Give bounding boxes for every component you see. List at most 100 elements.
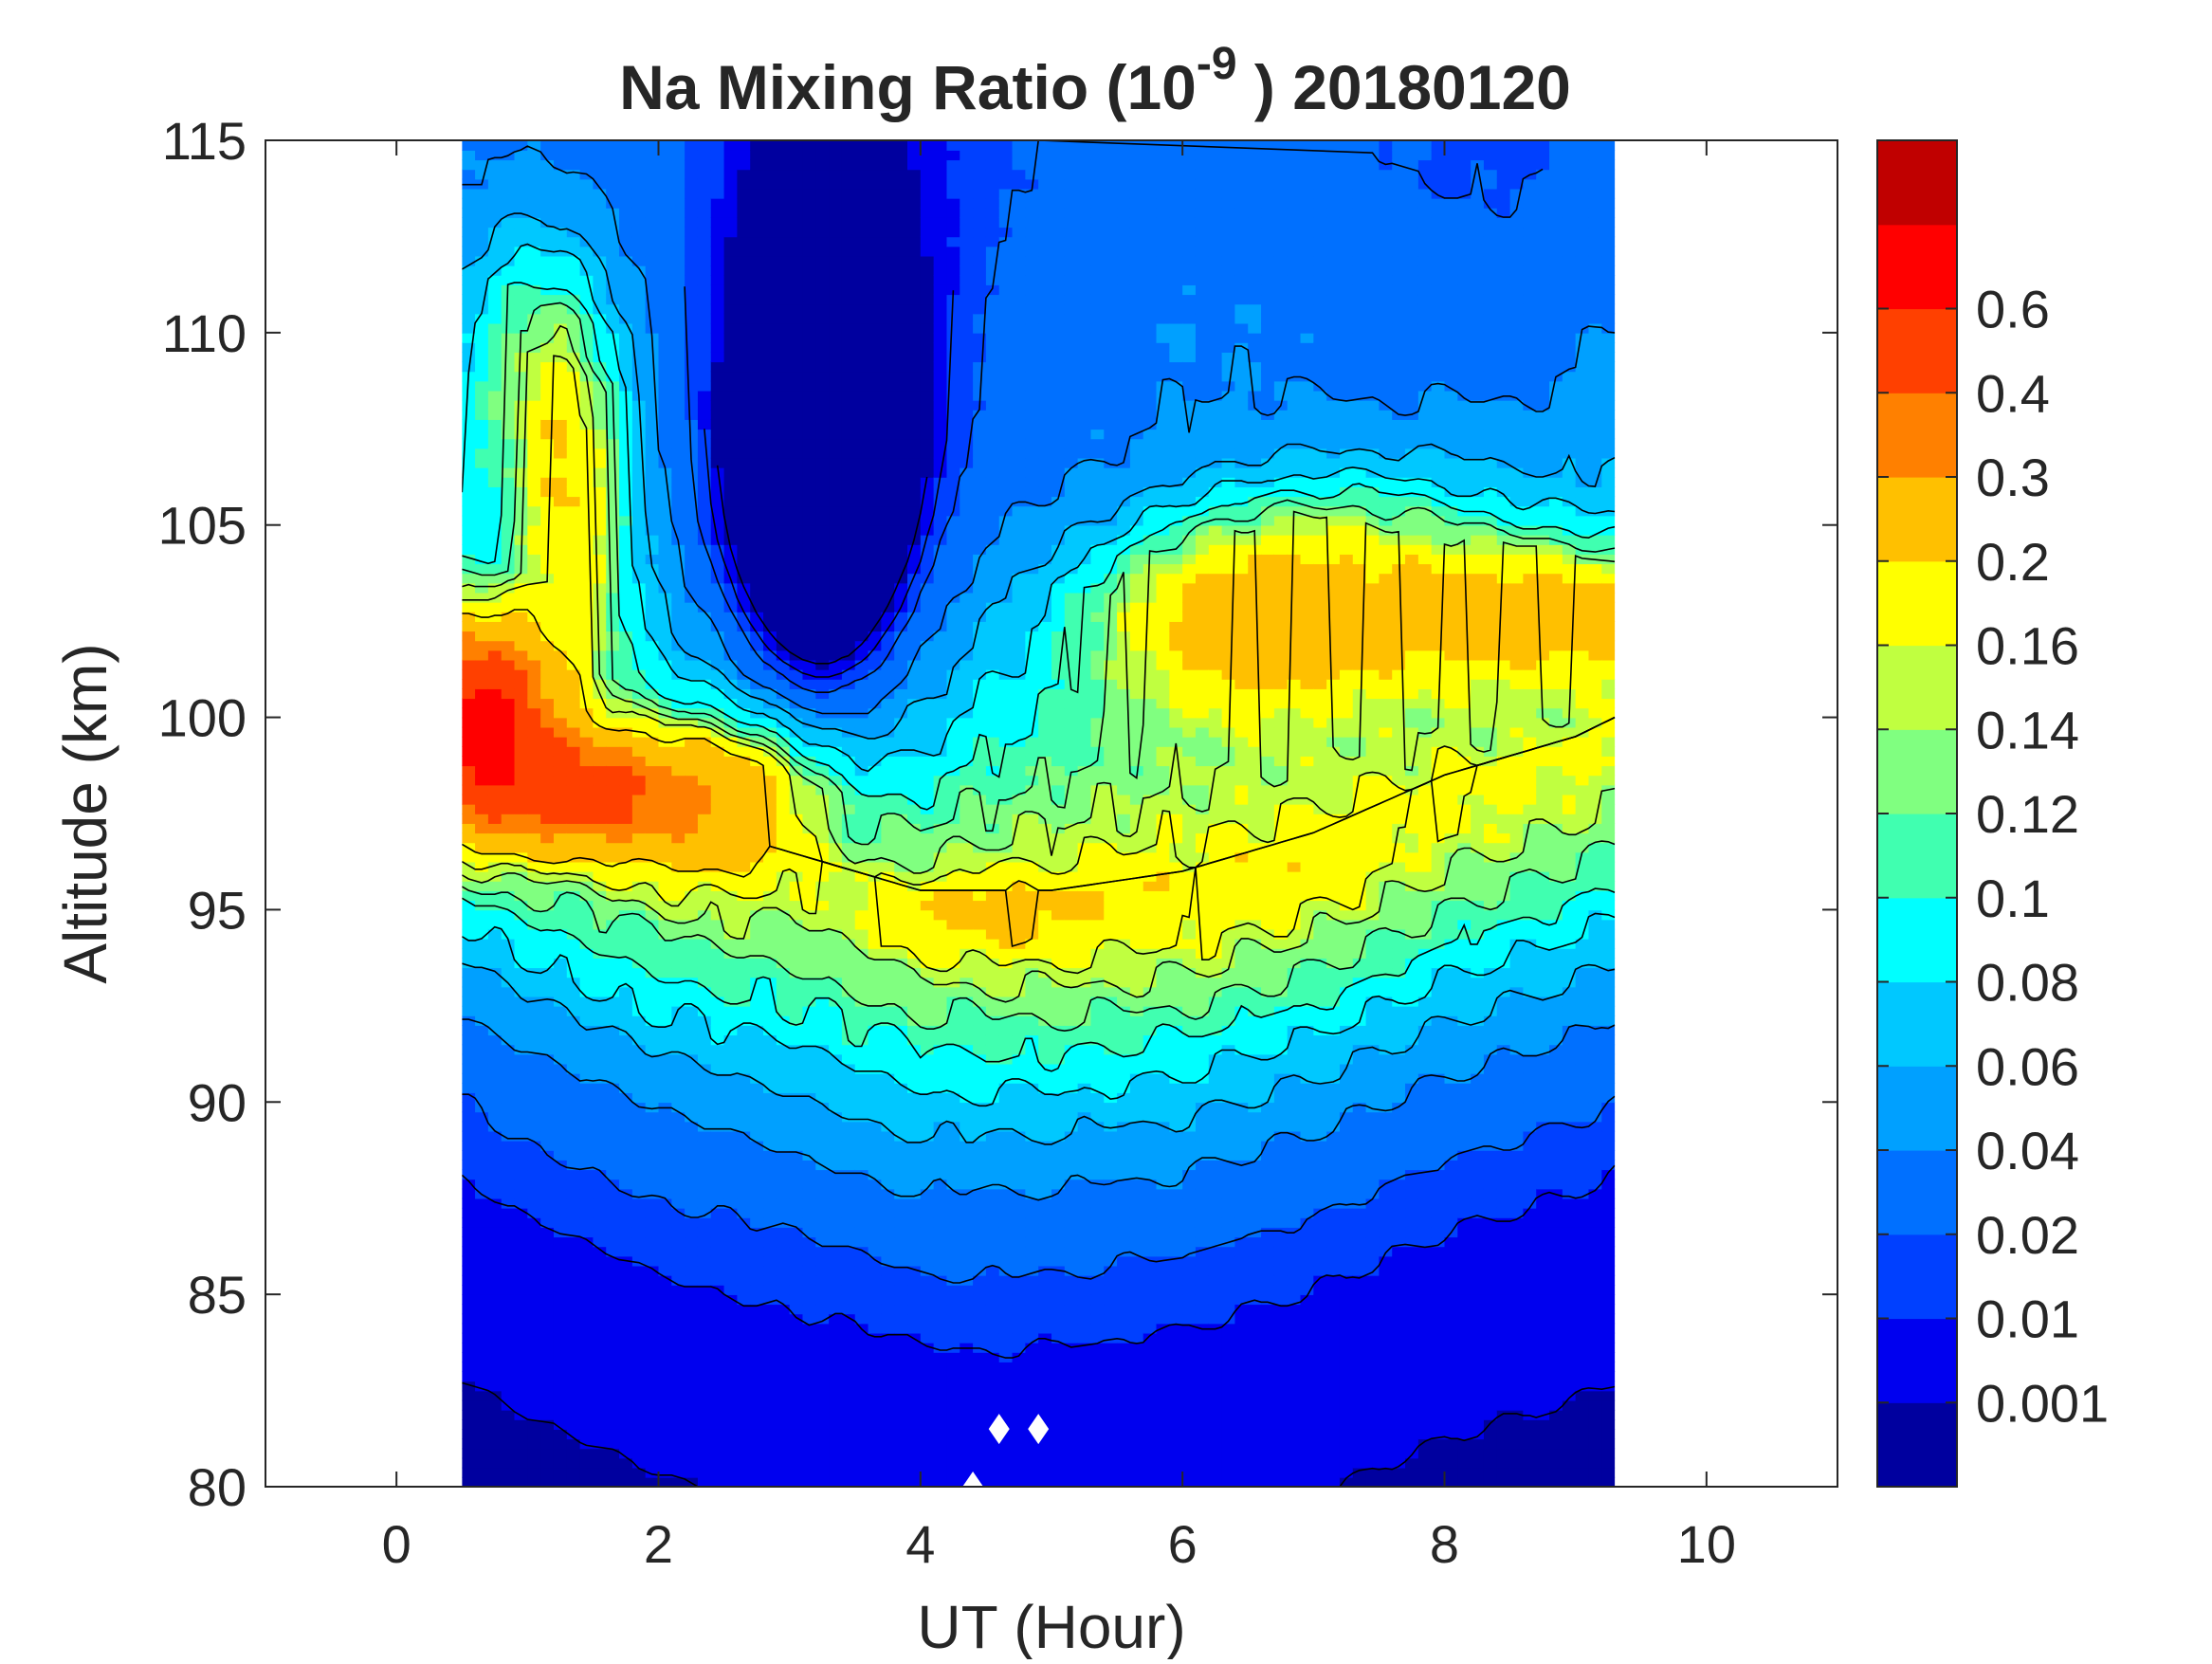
contour-cell (475, 429, 489, 440)
contour-cell (658, 524, 673, 536)
contour-cell (854, 1034, 869, 1046)
contour-cell (553, 592, 568, 603)
contour-cell (763, 303, 777, 315)
contour-cell (501, 1390, 516, 1401)
contour-cell (697, 1323, 712, 1334)
contour-cell (881, 1448, 895, 1459)
contour-cell (658, 236, 673, 247)
contour-cell (697, 1236, 712, 1248)
contour-cell (894, 361, 908, 373)
contour-cell (697, 1352, 712, 1362)
contour-cell (802, 284, 817, 296)
contour-cell (894, 371, 908, 382)
contour-cell (462, 1015, 476, 1026)
contour-cell (462, 1102, 476, 1113)
contour-cell (854, 438, 869, 449)
contour-cell (631, 1390, 647, 1401)
contour-cell (737, 390, 752, 401)
contour-cell (829, 505, 843, 517)
contour-cell (645, 534, 660, 545)
contour-cell (658, 1083, 673, 1093)
contour-cell (540, 1438, 555, 1450)
contour-cell (723, 870, 739, 882)
contour-cell (763, 457, 777, 468)
contour-cell (540, 1034, 555, 1046)
contour-cell (802, 1381, 817, 1392)
contour-cell (540, 1399, 555, 1411)
contour-cell (776, 938, 791, 949)
contour-cell (645, 188, 660, 199)
contour-cell (514, 361, 529, 373)
contour-cell (501, 832, 516, 844)
contour-cell (881, 1332, 895, 1344)
contour-cell (894, 842, 908, 853)
contour-cell (881, 410, 895, 420)
contour-cell (685, 1371, 699, 1382)
contour-cell (841, 1169, 856, 1180)
contour-cell (710, 1063, 725, 1074)
contour-cell (750, 1438, 764, 1450)
contour-cell (619, 1072, 633, 1084)
contour-cell (710, 1005, 725, 1016)
contour-cell (710, 486, 725, 498)
contour-cell (723, 1150, 739, 1161)
contour-cell (776, 255, 791, 266)
contour-cell (631, 592, 647, 603)
contour-cell (697, 1332, 712, 1344)
contour-cell (593, 208, 608, 218)
contour-cell (815, 765, 830, 777)
contour-cell (750, 380, 764, 392)
contour-cell (907, 736, 922, 747)
contour-cell (815, 1476, 830, 1487)
contour-cell (606, 1457, 620, 1469)
contour-cell (487, 342, 503, 353)
contour-cell (645, 1140, 660, 1151)
contour-cell (658, 1390, 673, 1401)
contour-cell (671, 1015, 686, 1026)
contour-cell (514, 1160, 529, 1171)
contour-cell (579, 1294, 594, 1306)
contour-cell (737, 1092, 752, 1104)
contour-cell (487, 159, 503, 171)
contour-cell (868, 159, 883, 171)
contour-cell (527, 371, 541, 382)
contour-cell (462, 573, 476, 584)
contour-cell (723, 1342, 739, 1353)
contour-cell (763, 361, 777, 373)
contour-cell (737, 1015, 752, 1026)
contour-cell (566, 612, 581, 622)
contour-cell (631, 1419, 647, 1430)
contour-cell (593, 938, 608, 949)
contour-cell (841, 814, 856, 824)
contour-cell (540, 265, 555, 276)
contour-cell (737, 890, 752, 902)
contour-cell (475, 1236, 489, 1248)
contour-cell (737, 631, 752, 642)
contour-cell (868, 265, 883, 276)
contour-cell (606, 1063, 620, 1074)
contour-cell (487, 563, 503, 575)
contour-cell (462, 169, 476, 180)
contour-cell (881, 1188, 895, 1199)
contour-cell (868, 236, 883, 247)
contour-cell (920, 986, 935, 997)
contour-cell (606, 1053, 620, 1065)
contour-cell (514, 477, 529, 487)
contour-cell (894, 967, 908, 978)
contour-cell (829, 534, 843, 545)
contour-cell (907, 380, 922, 392)
contour-cell (750, 275, 764, 285)
contour-cell (514, 814, 529, 824)
contour-cell (527, 928, 541, 940)
contour-cell (462, 1457, 476, 1469)
contour-cell (802, 803, 817, 814)
contour-cell (553, 255, 568, 266)
contour-cell (671, 505, 686, 517)
contour-cell (920, 881, 935, 891)
contour-cell (658, 1313, 673, 1325)
contour-cell (854, 823, 869, 834)
contour-cell (475, 1217, 489, 1228)
contour-cell (894, 380, 908, 392)
contour-cell (815, 1179, 830, 1190)
contour-cell (907, 1285, 922, 1295)
